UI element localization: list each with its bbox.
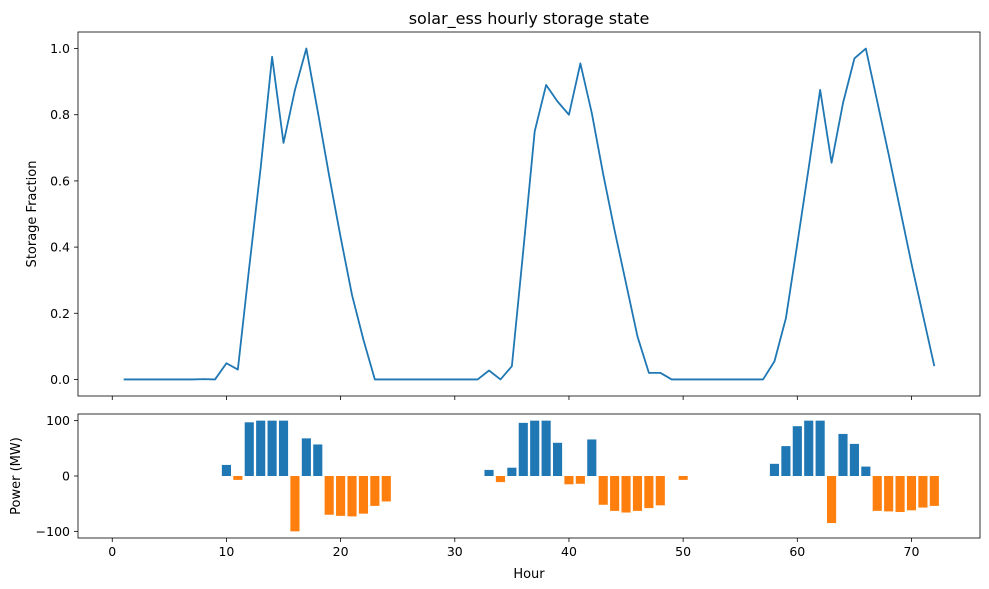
- power-bar: [884, 476, 894, 512]
- top-y-tick-label: 0.4: [50, 240, 70, 255]
- bottom-x-tick-label: 10: [218, 544, 234, 559]
- power-bar: [849, 443, 859, 476]
- power-bar-chart: −100 0 100 0 10 20 30 40 50 60 70 Power (MW) Hour: [9, 413, 981, 582]
- power-bar: [827, 476, 837, 524]
- power-bar: [861, 466, 871, 476]
- bottom-x-tick-label: 50: [675, 544, 691, 559]
- power-bar: [358, 476, 369, 514]
- power-bar: [507, 467, 517, 476]
- power-bar: [336, 476, 346, 516]
- power-bar: [256, 420, 266, 476]
- storage-line-series: [123, 47, 936, 381]
- power-bar: [552, 442, 563, 476]
- x-axis-label: Hour: [513, 567, 545, 582]
- top-y-tick-label: 0.8: [50, 107, 70, 122]
- bottom-axis-ticks: −100 0 100 0 10 20 30 40 50 60 70: [36, 413, 920, 559]
- power-bar: [621, 476, 631, 513]
- power-bar: [267, 420, 277, 476]
- bottom-x-tick-label: 20: [333, 544, 349, 559]
- power-bar: [221, 464, 231, 476]
- top-y-tick-label: 0.2: [50, 306, 70, 321]
- power-bar: [838, 433, 848, 476]
- power-bar: [644, 476, 654, 509]
- top-y-axis-label: Storage Fraction: [25, 161, 40, 268]
- power-bar: [278, 420, 289, 476]
- power-bar: [244, 422, 254, 476]
- top-y-tick-label: 1.0: [50, 41, 70, 56]
- power-bar: [484, 469, 494, 476]
- storage-line-chart: solar_ess hourly storage state 0.0 0.2 0.4…: [25, 9, 981, 400]
- power-bar: [564, 476, 574, 485]
- top-axis-ticks: 0.0 0.2 0.4 0.6 0.8 1.0: [50, 41, 912, 400]
- power-bar: [530, 420, 540, 476]
- power-bar: [495, 476, 506, 483]
- power-bar: [518, 422, 528, 476]
- power-bar: [781, 446, 791, 476]
- chart-title: solar_ess hourly storage state: [409, 9, 650, 29]
- power-bar: [587, 439, 597, 476]
- power-bar: [313, 444, 323, 476]
- bottom-y-axis-label: Power (MW): [9, 437, 24, 515]
- power-bar: [804, 420, 814, 476]
- bottom-x-tick-label: 70: [904, 544, 920, 559]
- power-bar: [815, 420, 825, 476]
- power-bar: [301, 438, 311, 476]
- bottom-x-tick-label: 30: [447, 544, 463, 559]
- power-bar: [370, 476, 380, 506]
- power-bar: [769, 463, 780, 476]
- storage-fraction-line: [123, 47, 936, 381]
- bottom-x-tick-label: 40: [561, 544, 577, 559]
- power-bar: [610, 476, 620, 511]
- power-bar: [598, 476, 608, 505]
- bottom-y-tick-label: −100: [36, 524, 70, 539]
- power-bar: [929, 476, 939, 506]
- power-bar: [575, 476, 585, 484]
- power-bar: [324, 476, 334, 515]
- power-bar-series: [221, 420, 939, 532]
- power-bar: [872, 476, 882, 511]
- power-bar: [541, 420, 551, 476]
- power-bar: [655, 476, 665, 506]
- power-bar: [233, 476, 243, 480]
- top-y-tick-label: 0.6: [50, 173, 70, 188]
- power-bar: [678, 476, 688, 480]
- power-bar: [347, 476, 357, 517]
- bottom-axes-frame: [77, 413, 981, 539]
- bottom-y-tick-label: 0: [62, 469, 70, 484]
- power-bar: [906, 476, 917, 511]
- bottom-x-tick-label: 0: [108, 544, 116, 559]
- bottom-y-tick-label: 100: [46, 413, 70, 428]
- top-y-tick-label: 0.0: [50, 372, 70, 387]
- power-bar: [895, 476, 905, 512]
- top-axes-frame: [77, 31, 981, 397]
- power-bar: [918, 476, 928, 508]
- power-bar: [381, 476, 391, 502]
- power-bar: [792, 426, 802, 476]
- power-bar: [632, 476, 643, 511]
- bottom-x-tick-label: 60: [789, 544, 805, 559]
- power-bar: [290, 476, 300, 532]
